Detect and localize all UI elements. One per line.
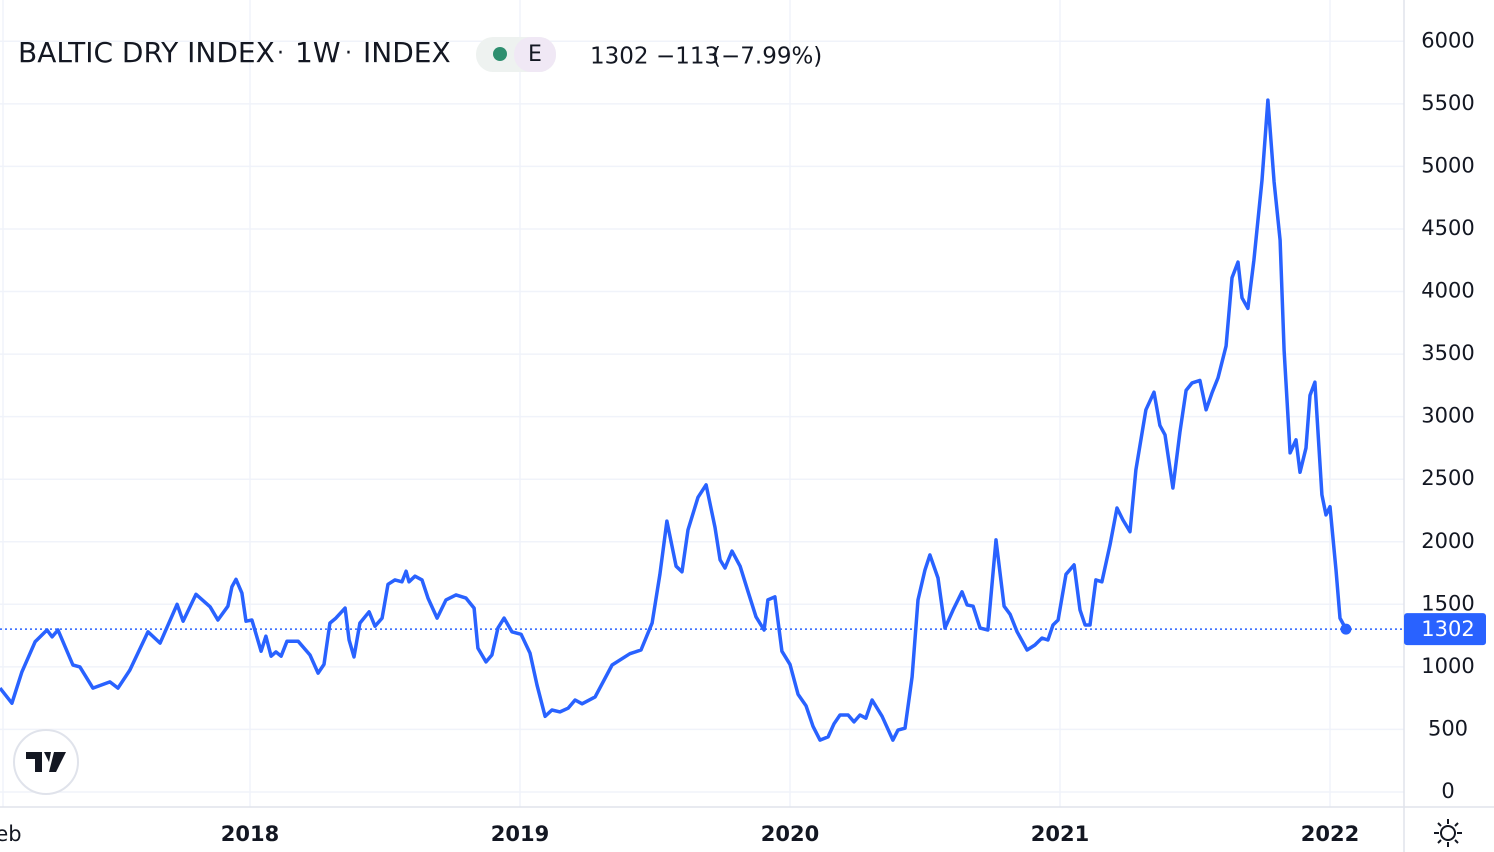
x-tick-label: 2019 <box>491 822 549 846</box>
symbol-title: BALTIC DRY INDEX <box>18 36 275 69</box>
y-tick-label: 2000 <box>1421 529 1474 553</box>
last-point <box>1340 623 1352 635</box>
y-tick-label: 3000 <box>1421 404 1474 428</box>
separator: · <box>277 41 284 66</box>
x-tick-label: 2020 <box>761 822 819 846</box>
y-tick-label: 0 <box>1441 779 1454 803</box>
y-tick-label: 5500 <box>1421 91 1474 115</box>
x-tick-label: Feb <box>0 822 22 846</box>
y-tick-label: 4000 <box>1421 279 1474 303</box>
last-price-box <box>1404 613 1486 646</box>
y-tick-label: 2500 <box>1421 466 1474 490</box>
interval: 1W <box>295 36 341 69</box>
last-price: 1302 <box>590 44 649 70</box>
y-tick-label: 6000 <box>1421 28 1474 52</box>
y-tick-label: 5000 <box>1421 153 1474 177</box>
y-tick-label: 4500 <box>1421 216 1474 240</box>
plot <box>0 98 1404 742</box>
x-tick-label: 2018 <box>221 822 279 846</box>
price-change: −113 <box>656 44 719 70</box>
x-tick-label: 2021 <box>1031 822 1089 846</box>
y-tick-label: 3500 <box>1421 341 1474 365</box>
last-price-label: 1302 <box>1421 617 1474 641</box>
legend-header: BALTIC DRY INDEX · 1W · INDEX E 1302 −11… <box>18 36 822 72</box>
grid <box>0 0 1404 807</box>
badge-bg <box>514 37 556 72</box>
y-tick-label: 500 <box>1428 716 1468 740</box>
separator: · <box>345 41 352 66</box>
price-line <box>0 98 1348 742</box>
price-change-percent: (−7.99%) <box>712 44 822 70</box>
market-status-dot <box>493 47 507 61</box>
y-tick-label: 1000 <box>1421 654 1474 678</box>
tradingview-logo[interactable] <box>13 729 79 795</box>
badge-label: E <box>528 42 542 67</box>
exchange: INDEX <box>363 36 451 69</box>
x-tick-label: 2022 <box>1301 822 1359 846</box>
axes: 0 500 1000 1500 2000 2500 3000 3500 4000 4500 5000… <box>0 28 1486 846</box>
y-tick-label: 1500 <box>1421 591 1474 615</box>
settings-gear[interactable] <box>1434 819 1462 847</box>
